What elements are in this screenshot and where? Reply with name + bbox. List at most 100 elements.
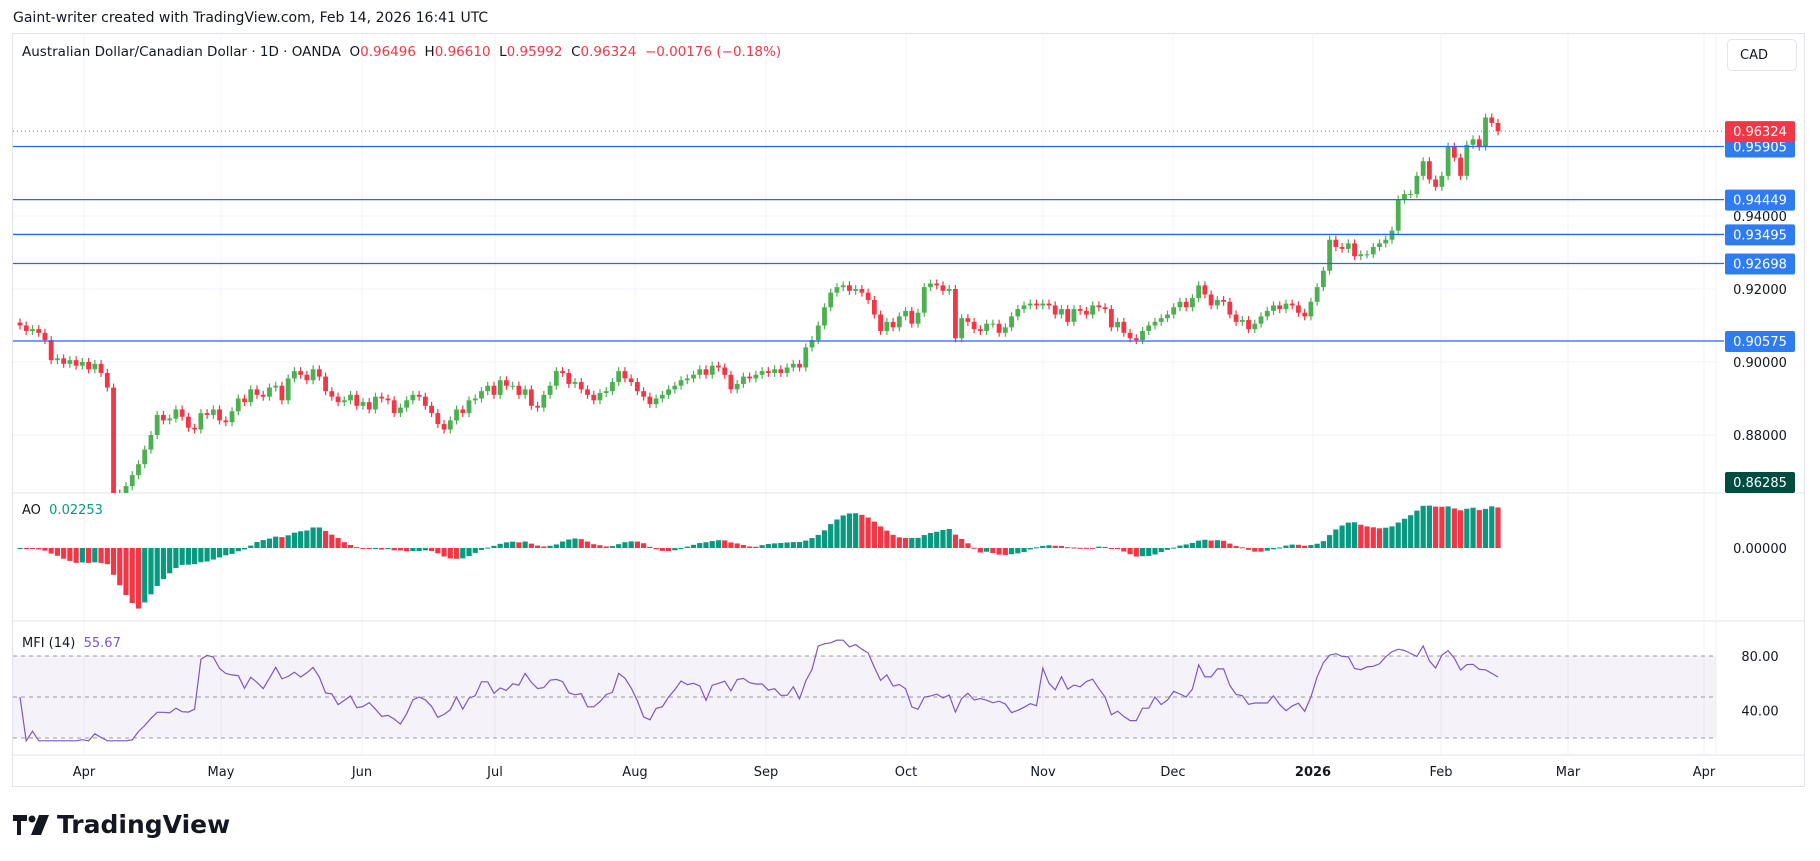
currency-button[interactable]: CAD <box>1727 39 1797 71</box>
ao-bar <box>497 543 503 548</box>
candle <box>148 435 154 450</box>
candle <box>1015 309 1021 317</box>
candle <box>1458 157 1463 176</box>
ao-bar <box>310 527 316 548</box>
ao-bar <box>1189 542 1196 548</box>
ao-bar <box>715 540 722 548</box>
ao-bar <box>684 546 690 548</box>
ao-bar <box>896 537 902 548</box>
ao-bar <box>1227 543 1233 548</box>
candle <box>1377 243 1382 248</box>
candle <box>161 414 166 421</box>
ao-bar <box>1146 548 1152 556</box>
candle <box>472 398 478 401</box>
ao-bar <box>1495 507 1501 548</box>
ao-bar <box>148 548 154 595</box>
mfi-axis-label: 80.00 <box>1741 650 1778 665</box>
candle <box>871 299 877 315</box>
ao-bar <box>1451 508 1457 548</box>
candle <box>1034 303 1039 306</box>
candle <box>610 382 615 392</box>
ao-bar <box>453 548 460 559</box>
candle <box>597 393 603 401</box>
candle <box>1233 314 1239 322</box>
ao-bar <box>641 543 647 548</box>
ao-bar <box>198 548 204 563</box>
candle <box>1084 310 1089 315</box>
candle <box>1021 305 1027 310</box>
ao-bar <box>235 548 241 552</box>
y-tick-label: 0.94000 <box>1733 210 1787 225</box>
candle <box>1483 117 1488 147</box>
candle <box>803 347 809 368</box>
ao-legend[interactable]: AO 0.02253 <box>22 503 103 518</box>
candle <box>1283 303 1289 310</box>
x-tick-label: Dec <box>1160 765 1185 780</box>
ao-bar <box>1277 547 1283 549</box>
ao-bar <box>1027 548 1033 550</box>
candle <box>784 367 790 373</box>
candle <box>447 420 453 430</box>
candle <box>797 363 802 368</box>
candle <box>1271 305 1276 311</box>
logo-text: TradingView <box>57 810 231 839</box>
candle <box>1009 316 1014 328</box>
ao-bar <box>553 544 559 548</box>
candle <box>566 372 572 384</box>
candle <box>111 387 116 493</box>
candle <box>441 424 447 430</box>
candle <box>1308 301 1314 317</box>
candle <box>884 321 890 331</box>
ao-bar <box>959 538 965 548</box>
ao-bar <box>1401 518 1408 548</box>
candle <box>1202 285 1208 295</box>
candles-group <box>17 113 1501 493</box>
candle <box>934 283 940 286</box>
ao-bar <box>821 530 828 548</box>
candle <box>223 420 229 423</box>
ao-bar <box>771 543 778 548</box>
candle <box>765 371 771 373</box>
high-label: H <box>424 44 435 60</box>
candle <box>1108 309 1114 328</box>
candle <box>1002 327 1008 333</box>
candle <box>354 394 360 406</box>
candle <box>229 411 235 423</box>
ao-bar <box>647 546 653 548</box>
candle <box>323 376 328 392</box>
candle <box>890 321 896 328</box>
mfi-legend[interactable]: MFI (14) 55.67 <box>22 636 121 651</box>
candle <box>903 310 908 317</box>
candle <box>853 289 859 291</box>
candle <box>1489 117 1495 123</box>
candle <box>1146 325 1152 331</box>
x-tick-label: Feb <box>1429 765 1452 780</box>
tradingview-logo[interactable]: TradingView <box>13 810 230 839</box>
ao-bar <box>1152 548 1158 555</box>
ao-bar <box>1108 548 1114 549</box>
candle <box>1115 321 1120 328</box>
ao-bar <box>1033 547 1040 549</box>
ao-bar <box>665 548 672 552</box>
ao-bar <box>934 531 940 548</box>
candle <box>217 409 222 421</box>
ao-bar <box>1214 540 1220 548</box>
symbol-title[interactable]: Australian Dollar/Canadian Dollar · 1D ·… <box>22 44 341 60</box>
low-value: 0.95992 <box>506 44 563 60</box>
ao-bar <box>266 538 273 548</box>
candle <box>235 398 241 412</box>
ao-bar <box>104 548 110 565</box>
ao-bar <box>466 548 472 556</box>
ao-bar <box>1015 548 1021 554</box>
candle <box>1302 312 1308 317</box>
low-marker-label: 0.86285 <box>1733 476 1787 491</box>
ao-bar <box>1090 547 1096 549</box>
ao-bar <box>79 548 85 563</box>
candle <box>990 323 996 325</box>
candle <box>273 385 279 388</box>
ao-bar <box>29 548 36 549</box>
candle <box>36 329 42 333</box>
ao-bar <box>578 539 584 548</box>
ao-bar <box>572 538 578 548</box>
